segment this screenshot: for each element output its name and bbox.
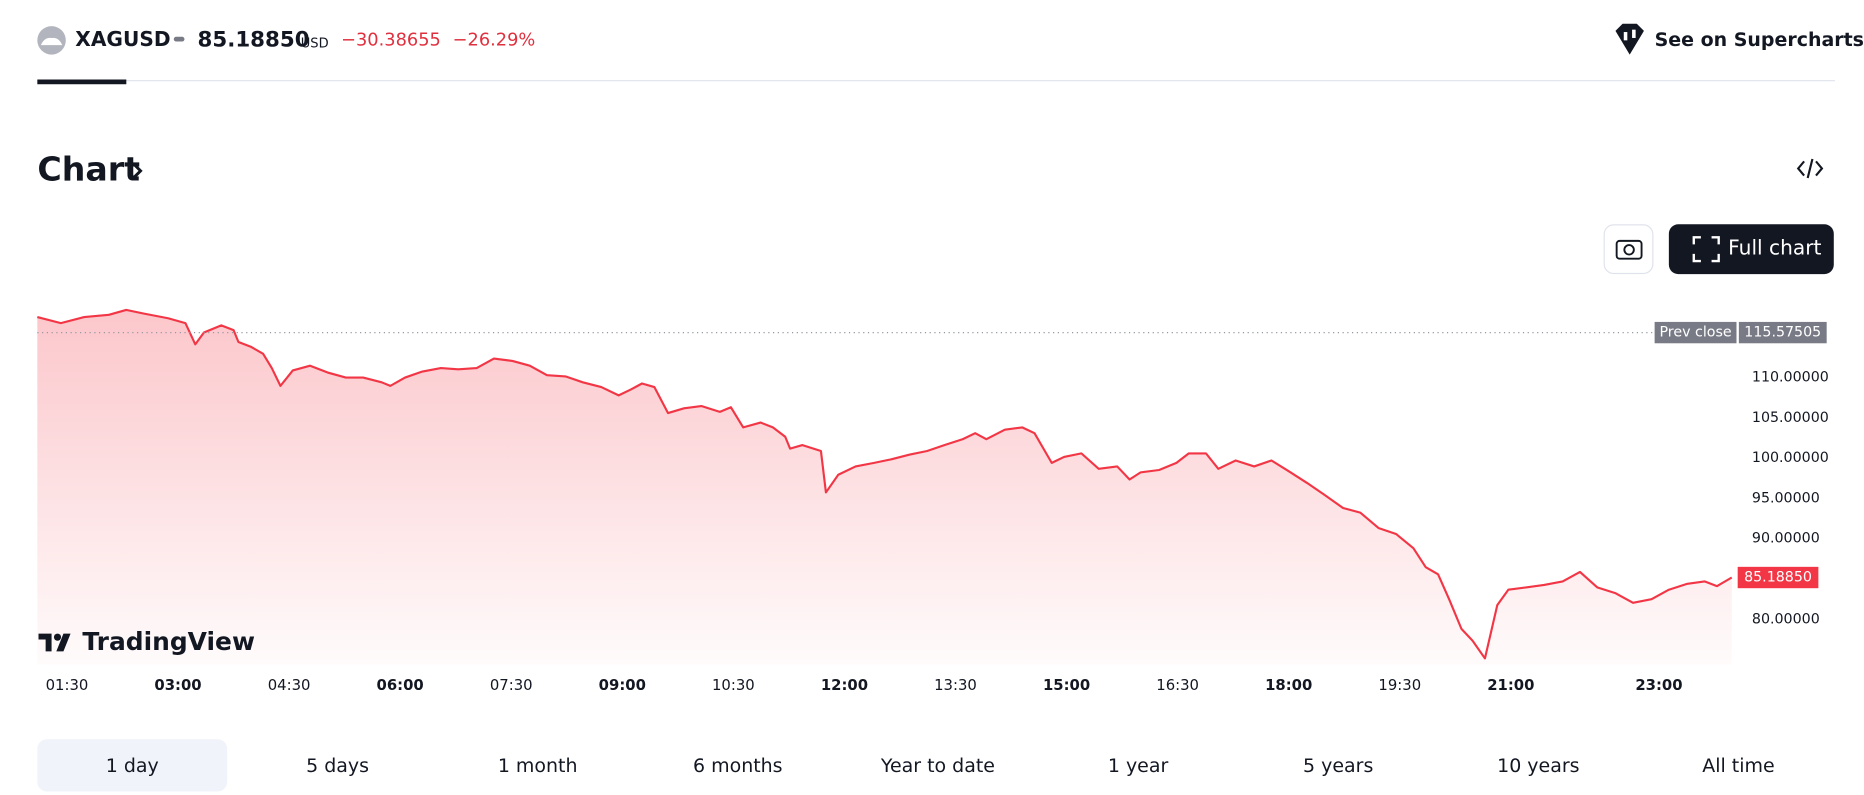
price-chart: 80.00000 90.00000 95.00000 100.00000 105.000… — [37, 308, 1829, 694]
price-line — [37, 308, 1733, 660]
logo-text: TradingView — [82, 627, 255, 656]
prev-close-value-tag — [1738, 321, 1827, 344]
supercharts-icon-detail — [1632, 29, 1636, 38]
prev-close-tag — [1654, 321, 1737, 344]
x-tick-label: 12:00 — [821, 677, 868, 694]
chevron — [132, 162, 143, 180]
x-tick-label: 10:30 — [712, 677, 755, 694]
x-tick-label: 09:00 — [599, 677, 646, 694]
range-tab[interactable]: 6 months — [693, 755, 783, 777]
supercharts-label[interactable]: See on Supercharts — [1655, 29, 1864, 51]
full-chart-button-frame[interactable] — [1668, 224, 1834, 275]
y-tick-label: 105.00000 — [1752, 410, 1829, 426]
range-tab[interactable]: 1 day — [106, 755, 159, 777]
range-tabs: 1 day 5 days 1 month 6 months Year to date 1 … — [37, 739, 1775, 792]
x-tick-label: 21:00 — [1487, 677, 1534, 694]
prev-close-value: 115.57505 — [1744, 325, 1821, 341]
supercharts-icon-detail — [1623, 32, 1628, 41]
x-tick-label: 19:30 — [1378, 677, 1421, 694]
logo-mark-dot — [53, 633, 62, 641]
range-tab[interactable]: All time — [1702, 755, 1774, 777]
last-price-tag — [1737, 566, 1819, 589]
x-tick-label: 13:30 — [934, 677, 977, 694]
full-chart-label[interactable]: Full chart — [1728, 236, 1821, 260]
separator — [173, 36, 185, 42]
fullscreen-icon — [1692, 236, 1720, 263]
tradingview-logo: TradingView — [38, 627, 255, 656]
symbol: XAGUSD — [75, 27, 170, 51]
y-tick-label: 95.00000 — [1752, 490, 1820, 506]
x-tick-label: 04:30 — [268, 677, 311, 694]
logo-mark — [56, 633, 71, 652]
x-tick-label: 06:00 — [377, 677, 424, 694]
prev-close-title: Prev close — [1659, 325, 1731, 341]
section-title[interactable]: Chart — [37, 149, 140, 188]
x-tick-label: 15:00 — [1043, 677, 1090, 694]
range-tab-active-bg[interactable] — [37, 739, 228, 792]
x-tick-label: 01:30 — [46, 677, 89, 694]
supercharts-icon — [1615, 23, 1644, 55]
symbol-icon-shape — [40, 37, 63, 46]
active-tab-indicator — [37, 79, 127, 85]
logo-mark — [38, 633, 52, 652]
change: −30.38655 — [341, 29, 441, 50]
currency: USD — [301, 36, 329, 51]
snapshot-button-frame[interactable] — [1603, 224, 1654, 275]
range-tab[interactable]: 10 years — [1497, 755, 1579, 777]
x-tick-label: 03:00 — [154, 677, 201, 694]
y-tick-label: 100.00000 — [1752, 450, 1829, 466]
embed-button[interactable] — [1796, 158, 1824, 179]
y-tick-label: 90.00000 — [1752, 531, 1820, 547]
range-tab[interactable]: 5 days — [306, 755, 369, 777]
range-tab[interactable]: 1 year — [1108, 755, 1169, 777]
change-percent: −26.29% — [453, 29, 536, 50]
x-tick-label: 18:00 — [1265, 677, 1312, 694]
y-tick-label: 110.00000 — [1752, 370, 1829, 386]
camera-lens — [1623, 244, 1635, 256]
last-price-label: 85.18850 — [1744, 570, 1812, 586]
y-tick-label: 80.00000 — [1752, 611, 1820, 627]
range-tab[interactable]: 1 month — [498, 755, 578, 777]
x-tick-label: 07:30 — [490, 677, 533, 694]
area-fill — [37, 309, 1732, 665]
supercharts-link[interactable]: See on Supercharts — [1615, 23, 1864, 55]
x-tick-label: 16:30 — [1156, 677, 1199, 694]
camera-icon — [1615, 239, 1643, 260]
range-tab[interactable]: Year to date — [880, 755, 995, 777]
embed-icon — [1796, 158, 1824, 179]
full-chart-button[interactable]: Full chart — [1668, 224, 1834, 275]
price: 85.18850 — [198, 27, 310, 52]
chart-heading-link[interactable]: Chart — [37, 149, 143, 188]
range-tab[interactable]: 5 years — [1303, 755, 1373, 777]
x-tick-label: 23:00 — [1635, 677, 1682, 694]
snapshot-button[interactable] — [1603, 224, 1654, 275]
